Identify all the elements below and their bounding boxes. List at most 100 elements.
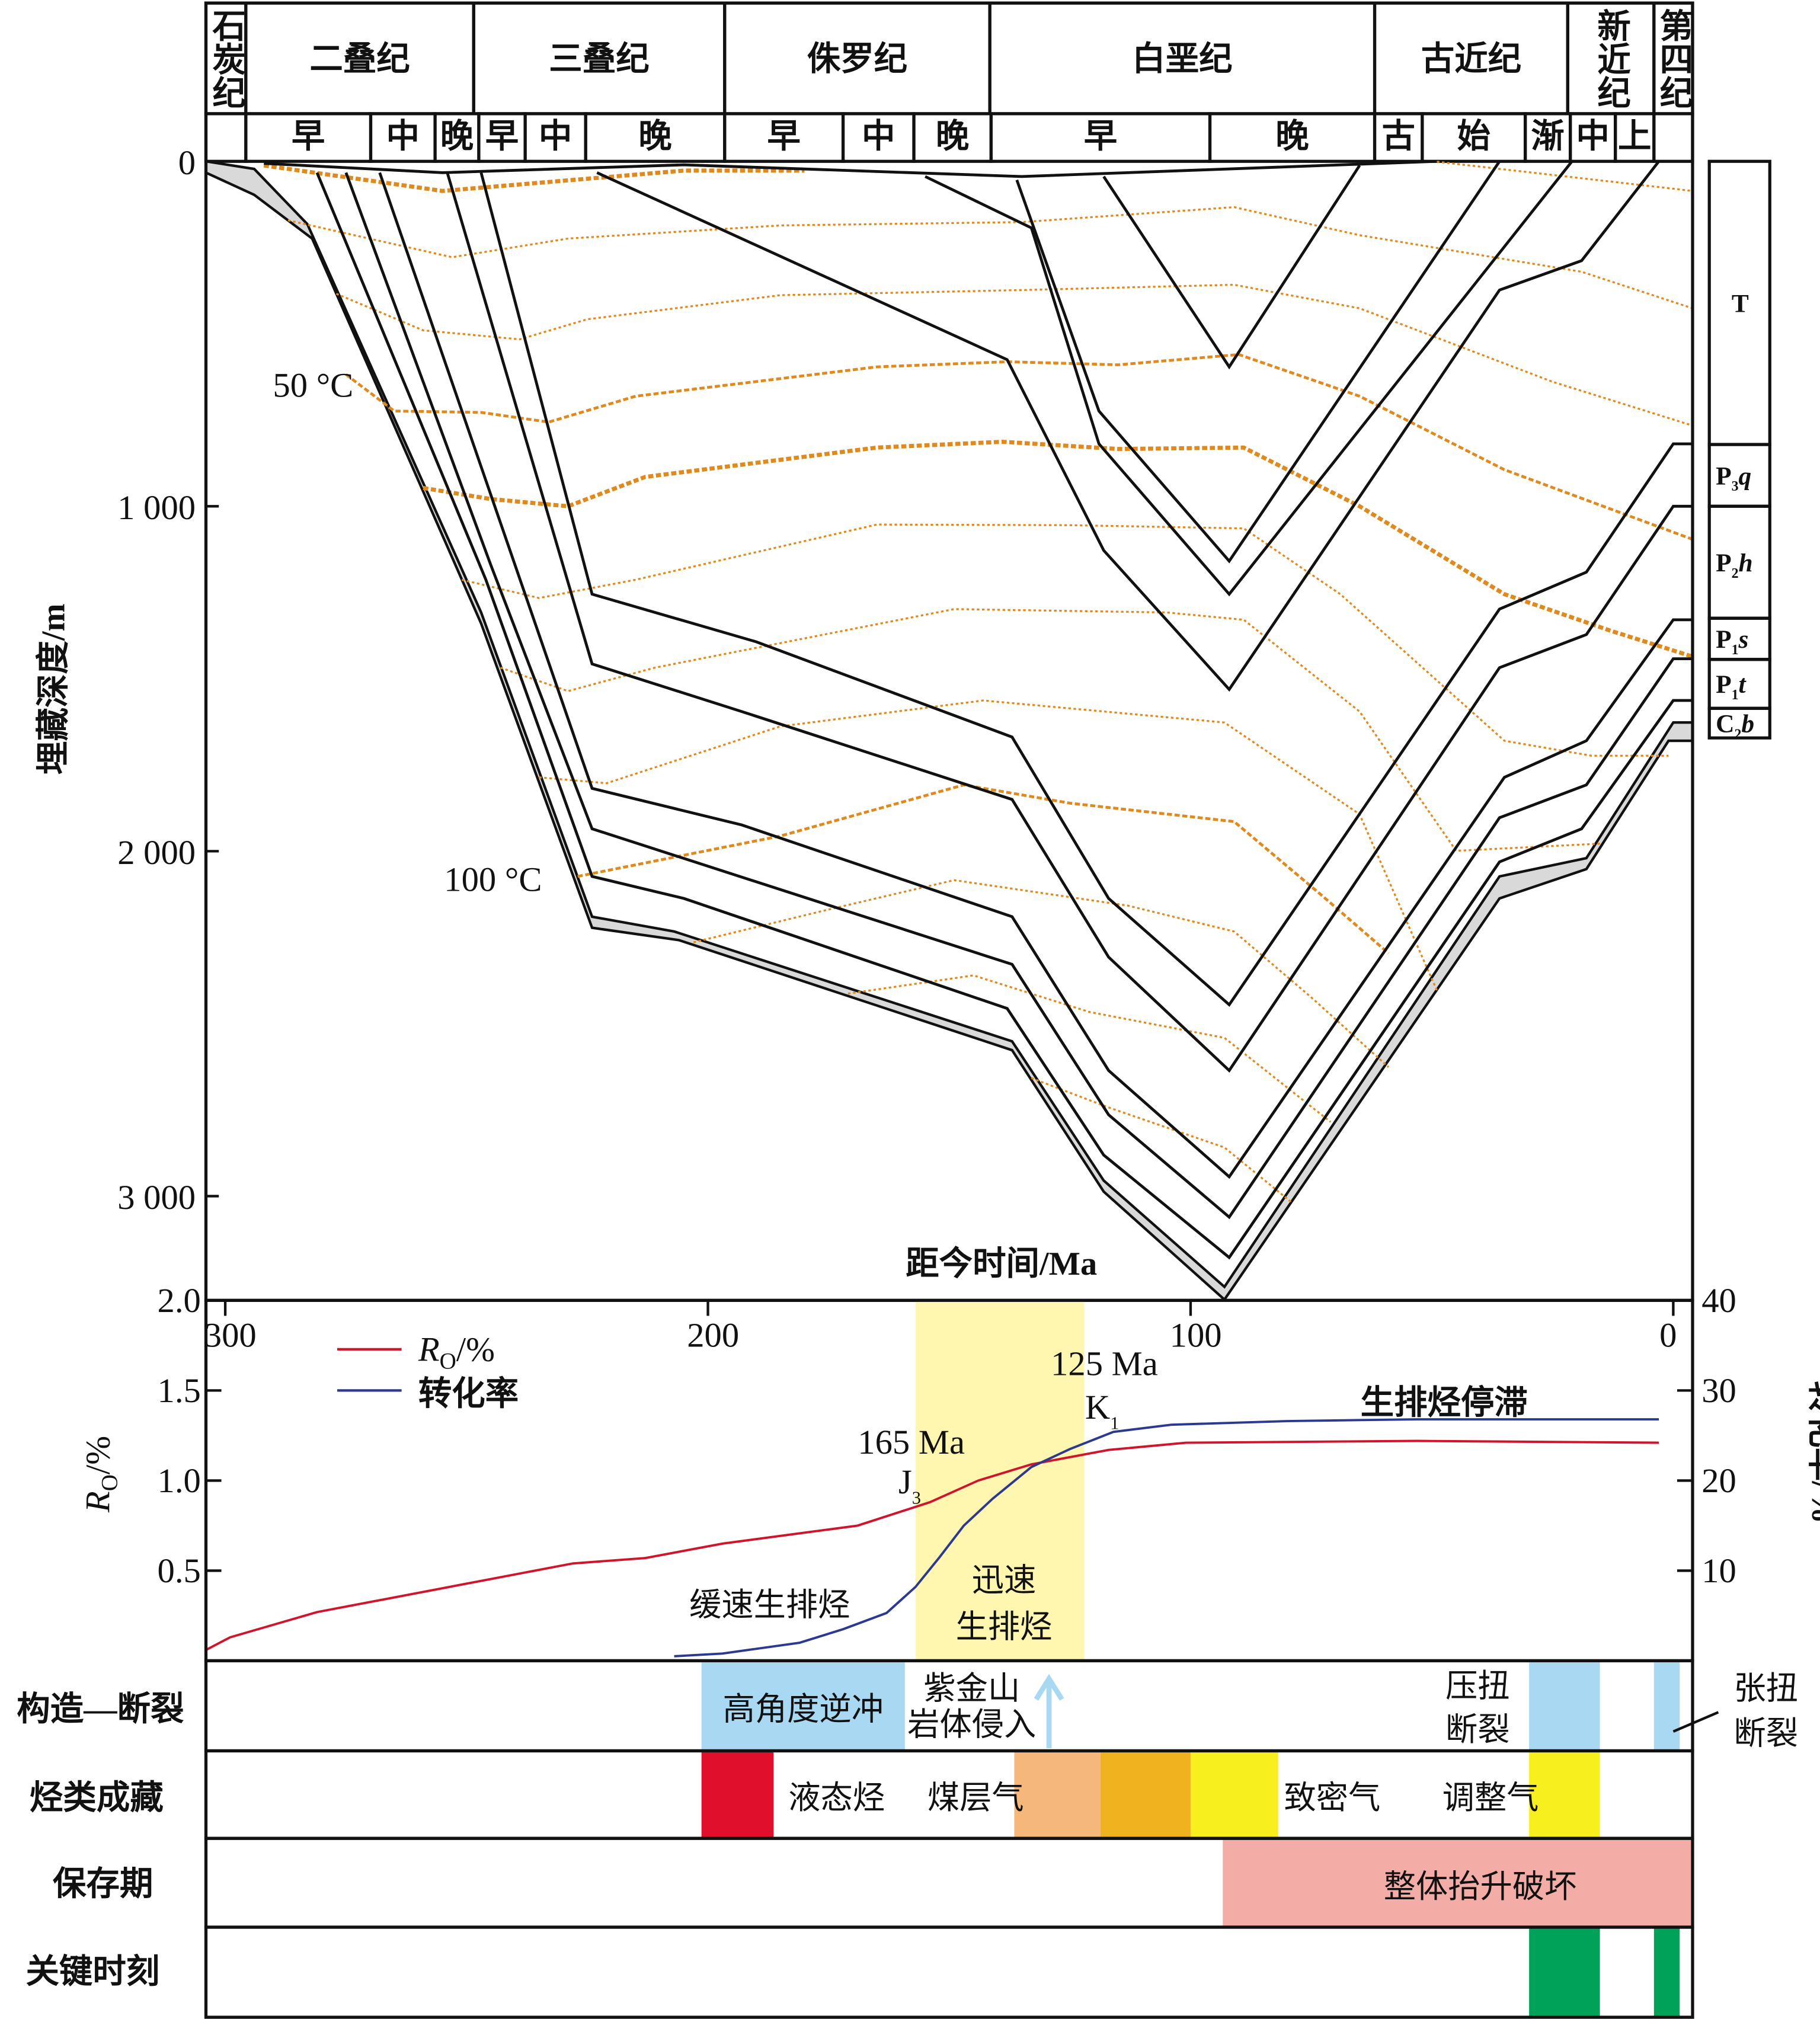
epoch-label: 晚 xyxy=(638,117,671,155)
ro-tick-label: 1.5 xyxy=(158,1371,201,1410)
ro-tick-label: 0.5 xyxy=(158,1551,201,1590)
depth-tick-label: 0 xyxy=(178,143,196,182)
surface-line xyxy=(264,159,1437,178)
strata-label: P3q xyxy=(1716,462,1751,494)
strata-sub: 1 xyxy=(1732,687,1739,703)
time-tick-label: 200 xyxy=(687,1316,739,1355)
isotherm-line xyxy=(539,699,1438,991)
strata-main: P xyxy=(1716,462,1732,490)
isotherm-line xyxy=(500,608,1601,852)
liquid-hydrocarbon-label: 液态烃 xyxy=(788,1780,885,1816)
burial-curve xyxy=(596,160,1660,692)
period-label: 三叠纪 xyxy=(549,40,649,78)
epoch-label: 上 xyxy=(1618,118,1651,155)
gas-orange-block xyxy=(1100,1752,1191,1839)
epoch-label: 中 xyxy=(539,117,572,155)
strata-label: C2b xyxy=(1716,709,1754,742)
epoch-label: 古 xyxy=(1381,117,1415,155)
strata-suffix: q xyxy=(1739,462,1752,490)
annotation-rapid-2: 生排烃 xyxy=(956,1609,1053,1644)
strata-sub: 3 xyxy=(1732,479,1739,494)
ro-axis-title: RO/% xyxy=(79,1436,123,1513)
depth-tick-label: 3 000 xyxy=(117,1178,196,1217)
strata-sub: 1 xyxy=(1732,642,1739,658)
epoch-label: 早 xyxy=(485,118,519,155)
epoch-label: 晚 xyxy=(440,117,474,155)
annotation-165ma: 165 Ma xyxy=(858,1423,965,1461)
burial-curve xyxy=(1102,164,1361,370)
event-rows: 高角度逆冲 紫金山 岩体侵入 压扭 断裂 张扭 断裂 液态烃 煤层气 致密气 调… xyxy=(17,1659,1799,2019)
conversion-tick-label: 10 xyxy=(1701,1551,1736,1590)
burial-curve xyxy=(315,172,1693,1260)
burial-curve xyxy=(344,172,1693,1220)
strata-main: P xyxy=(1716,625,1732,654)
time-tick-label: 0 xyxy=(1659,1316,1677,1355)
coalbed-gas-label: 煤层气 xyxy=(927,1780,1024,1816)
strata-suffix: t xyxy=(1739,670,1747,699)
legend: RO/% 转化率 xyxy=(337,1330,519,1412)
conversion-tick-label: 30 xyxy=(1701,1371,1736,1410)
burial-curve xyxy=(479,172,1693,1007)
strata-label: T xyxy=(1732,289,1749,318)
strata-main: C xyxy=(1716,709,1734,738)
row-label-key-moments: 关键时刻 xyxy=(25,1953,159,1990)
isotherm-label-100: 100 °C xyxy=(444,860,542,899)
annotation-k1: K1 xyxy=(1085,1388,1119,1433)
thrust-block xyxy=(701,1662,905,1750)
epoch-label: 晚 xyxy=(936,117,969,155)
burial-plot: 0 1 000 2 000 3 000 埋藏深度/m 50 °C 100 °C 距今时… xyxy=(35,1,1694,1302)
transpression-block xyxy=(1529,1662,1600,1750)
conversion-line xyxy=(674,1418,1659,1658)
row-label-accumulation: 烃类成藏 xyxy=(30,1779,164,1816)
epoch-cell xyxy=(1652,112,1694,163)
annotation-slow-generation: 缓速生排烃 xyxy=(689,1587,850,1623)
geologic-time-header: 石炭纪 二叠纪 三叠纪 侏罗纪 白垩纪 古近纪 新近纪 第四纪早中晚早中晚早中晚早晚古始渐中上 xyxy=(204,1,1694,163)
conversion-tick-label: 20 xyxy=(1701,1461,1736,1500)
uplift-destruction-block xyxy=(1223,1839,1693,1928)
transtension-leader-line xyxy=(1672,1711,1719,1733)
row-label-preservation: 保存期 xyxy=(53,1866,153,1903)
strata-label: P2h xyxy=(1716,549,1753,581)
isotherm-line xyxy=(693,879,1390,1068)
legend-conversion-label: 转化率 xyxy=(418,1375,519,1412)
isotherm-line xyxy=(335,283,1693,427)
strata-suffix: s xyxy=(1738,625,1749,654)
epoch-label: 早 xyxy=(292,118,325,155)
key-moment-block-2 xyxy=(1653,1928,1680,2019)
ro-tick-label: 2.0 xyxy=(158,1281,201,1320)
chart-axes: 300 200 100 0 0.5 1.0 1.5 2.0 10 20 30 40 xyxy=(158,1281,1736,1590)
isotherm-line xyxy=(1437,161,1693,192)
epoch-cell xyxy=(204,112,248,163)
conversion-axis-title: 转化率/% xyxy=(1805,1381,1820,1524)
period-label: 侏罗纪 xyxy=(807,40,907,78)
legend-ro-label: RO/% xyxy=(418,1330,495,1374)
ro-conversion-chart: 300 200 100 0 0.5 1.0 1.5 2.0 10 20 30 40 RO/% 转化率/… xyxy=(79,1281,1820,1663)
adjusted-gas-label: 调整气 xyxy=(1442,1780,1539,1816)
tight-gas-label: 致密气 xyxy=(1284,1780,1380,1816)
uplift-destruction-label: 整体抬升破坏 xyxy=(1384,1869,1577,1905)
epoch-cell xyxy=(1614,112,1656,163)
coalbed-gas-block xyxy=(1014,1752,1101,1839)
strata-sub: 2 xyxy=(1734,727,1741,742)
strata-sub: 2 xyxy=(1732,566,1739,581)
depth-axis: 0 1 000 2 000 3 000 xyxy=(117,143,219,1217)
key-moment-block-1 xyxy=(1529,1928,1600,2019)
adjusted-gas-block xyxy=(1529,1752,1600,1839)
depth-tick-label: 1 000 xyxy=(117,488,196,527)
depth-tick-label: 2 000 xyxy=(117,833,196,872)
isotherm-line xyxy=(461,523,1669,757)
transtension-label-1: 张扭 xyxy=(1734,1671,1799,1707)
intrusion-arrow-icon xyxy=(1034,1674,1064,1749)
period-label: 新近纪 xyxy=(1592,8,1630,108)
strata-suffix: b xyxy=(1741,709,1754,738)
strata-suffix: h xyxy=(1739,549,1753,577)
rapid-generation-highlight xyxy=(915,1301,1085,1660)
liquid-hydrocarbon-block xyxy=(701,1752,774,1839)
burial-curve xyxy=(378,172,1693,1179)
epoch-label: 中 xyxy=(386,117,420,155)
intrusion-label-1: 紫金山 xyxy=(923,1671,1020,1707)
period-label: 石炭纪 xyxy=(207,8,245,108)
burial-curve xyxy=(1015,160,1501,564)
